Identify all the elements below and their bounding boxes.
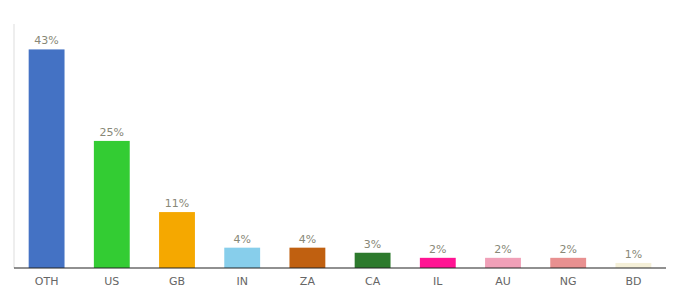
- bar: [485, 258, 521, 268]
- plot-area: [29, 49, 652, 268]
- data-label: 2%: [559, 243, 576, 256]
- data-label: 11%: [165, 197, 189, 210]
- x-tick-label: IN: [236, 275, 247, 288]
- x-tick-label: CA: [365, 275, 381, 288]
- x-tick-label: GB: [169, 275, 185, 288]
- y-axis-line: [14, 24, 15, 268]
- data-label: 1%: [625, 248, 642, 261]
- x-tick-label: ZA: [300, 275, 316, 288]
- chart-container: 43% 25% 11% 4% 4% 3% 2% 2% 2% 1% OTH US GB IN ZA CA IL AU…: [0, 0, 680, 300]
- data-label: 3%: [364, 238, 381, 251]
- chart: 43% 25% 11% 4% 4% 3% 2% 2% 2% 1% OTH US GB IN ZA CA IL AU…: [0, 0, 680, 300]
- bar: [289, 248, 325, 268]
- bar: [355, 253, 391, 268]
- x-tick-label: OTH: [35, 275, 59, 288]
- x-axis-line: [14, 267, 666, 268]
- data-label: 2%: [429, 243, 446, 256]
- bar: [159, 212, 195, 268]
- data-label: 43%: [34, 34, 58, 47]
- bar: [420, 258, 456, 268]
- bar: [94, 141, 130, 268]
- bar: [615, 263, 651, 268]
- bar: [29, 49, 65, 268]
- bar: [224, 248, 260, 268]
- bar: [550, 258, 586, 268]
- data-label: 4%: [299, 233, 316, 246]
- data-label: 4%: [233, 233, 250, 246]
- x-tick-label: IL: [433, 275, 443, 288]
- data-label: 2%: [494, 243, 511, 256]
- x-tick-label: BD: [625, 275, 641, 288]
- x-tick-label: NG: [560, 275, 577, 288]
- data-label: 25%: [100, 126, 124, 139]
- x-tick-label: AU: [495, 275, 511, 288]
- x-tick-label: US: [104, 275, 119, 288]
